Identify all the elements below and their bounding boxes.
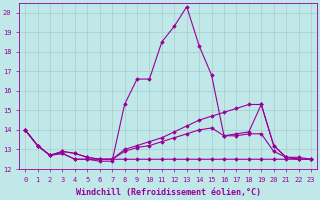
X-axis label: Windchill (Refroidissement éolien,°C): Windchill (Refroidissement éolien,°C) (76, 188, 260, 197)
